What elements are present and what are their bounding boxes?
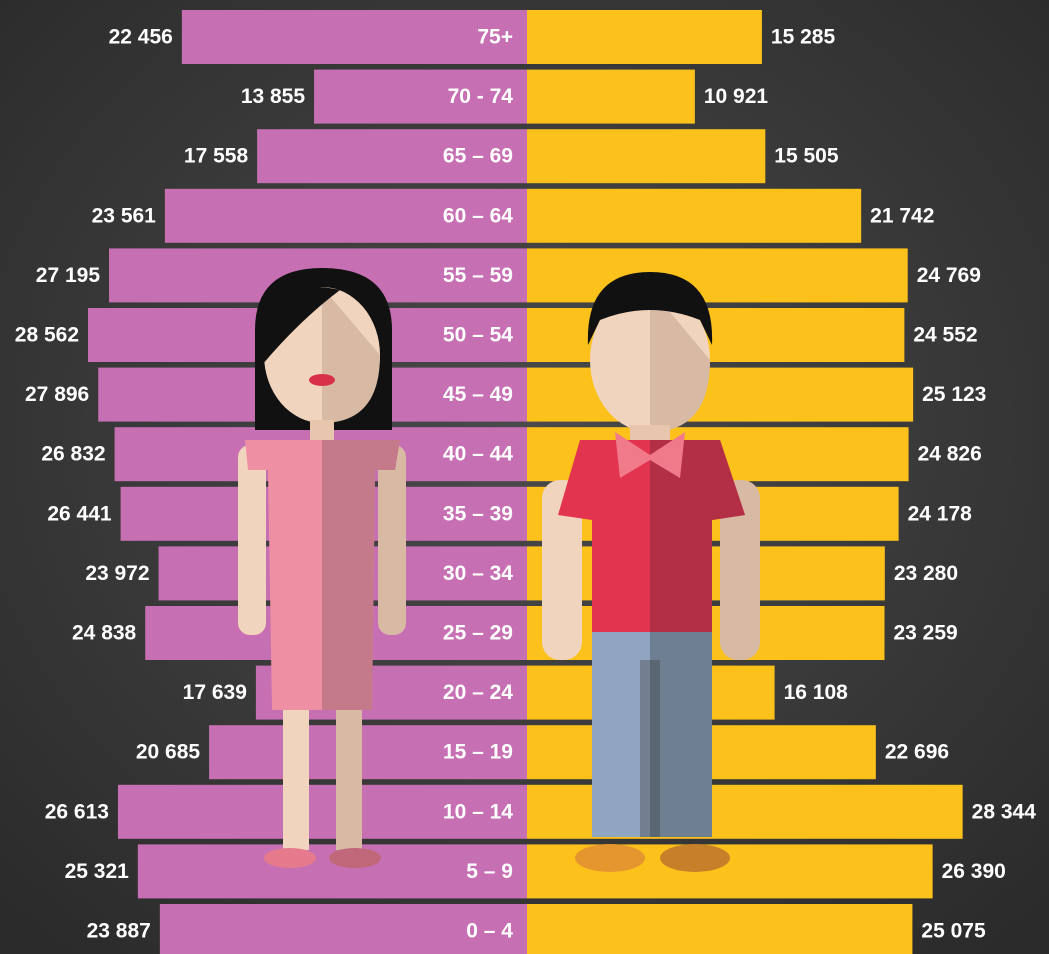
category-label: 65 – 69 (443, 145, 513, 168)
value-label: 26 390 (942, 860, 1006, 883)
value-label: 23 280 (894, 562, 958, 585)
category-label: 5 – 9 (466, 860, 513, 883)
category-label: 45 – 49 (443, 383, 513, 406)
bar (527, 308, 904, 362)
category-label: 60 – 64 (443, 204, 513, 227)
value-label: 23 561 (92, 204, 157, 227)
category-label: 25 – 29 (443, 622, 513, 645)
value-label: 20 685 (136, 741, 201, 764)
value-label: 22 456 (109, 26, 173, 49)
value-label: 22 696 (885, 741, 949, 764)
category-label: 70 - 74 (448, 85, 514, 108)
value-label: 23 972 (85, 562, 149, 585)
value-label: 28 562 (15, 324, 79, 347)
value-label: 23 259 (893, 622, 957, 645)
value-label: 27 195 (36, 264, 101, 287)
category-label: 10 – 14 (443, 800, 513, 823)
category-label: 50 – 54 (443, 324, 513, 347)
category-label: 30 – 34 (443, 562, 513, 585)
value-label: 15 505 (774, 145, 839, 168)
value-label: 26 613 (45, 800, 109, 823)
value-label: 13 855 (241, 85, 306, 108)
category-label: 0 – 4 (466, 920, 513, 943)
chart: 22 456 15 285 75+ 13 855 10 921 70 - 74 17 558… (0, 0, 1049, 954)
value-label: 24 826 (918, 443, 982, 466)
value-label: 25 321 (65, 860, 130, 883)
bar (527, 248, 908, 302)
value-label: 23 887 (87, 920, 151, 943)
value-label: 24 769 (917, 264, 981, 287)
bar (527, 368, 913, 422)
value-label: 25 075 (921, 920, 986, 943)
value-label: 21 742 (870, 204, 934, 227)
value-label: 10 921 (704, 85, 769, 108)
category-label: 55 – 59 (443, 264, 513, 287)
value-label: 17 558 (184, 145, 249, 168)
value-label: 26 441 (47, 502, 112, 525)
category-label: 20 – 24 (443, 681, 513, 704)
value-label: 27 896 (25, 383, 89, 406)
value-label: 24 552 (913, 324, 977, 347)
value-label: 24 178 (908, 502, 973, 525)
category-label: 15 – 19 (443, 741, 513, 764)
value-label: 25 123 (922, 383, 986, 406)
value-label: 16 108 (784, 681, 849, 704)
value-label: 17 639 (183, 681, 247, 704)
bar (182, 10, 527, 64)
value-label: 24 838 (72, 622, 137, 645)
category-label: 75+ (477, 26, 513, 49)
value-label: 15 285 (771, 26, 836, 49)
bar (527, 70, 695, 124)
bar (527, 10, 762, 64)
category-label: 35 – 39 (443, 502, 513, 525)
bar (527, 904, 912, 954)
bar (527, 129, 765, 183)
category-label: 40 – 44 (443, 443, 513, 466)
value-label: 26 832 (41, 443, 105, 466)
bar (527, 189, 861, 243)
value-label: 28 344 (972, 800, 1037, 823)
